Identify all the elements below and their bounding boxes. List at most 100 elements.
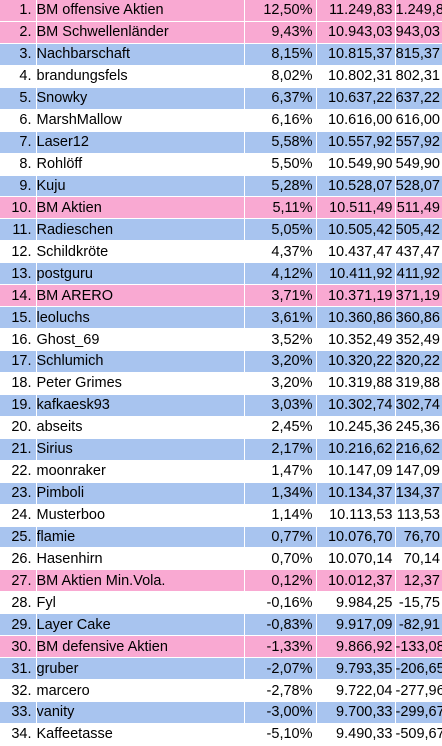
participant-name-cell: BM ARERO bbox=[36, 284, 245, 308]
portfolio-value-cell: 10.557,92 bbox=[316, 131, 396, 154]
participant-name-cell: Peter Grimes bbox=[36, 372, 245, 395]
table-row: 18. Peter Grimes 3,20% 10.319,88 319,88 bbox=[0, 372, 442, 395]
table-row: 25. flamie 0,77% 10.076,70 76,70 bbox=[0, 526, 442, 549]
performance-percent-cell: 5,11% bbox=[244, 196, 317, 220]
performance-percent-cell: 3,71% bbox=[244, 284, 317, 308]
gain-loss-cell: -206,65 bbox=[395, 657, 442, 681]
performance-percent-cell: 3,20% bbox=[244, 372, 317, 395]
rank-cell: 22. bbox=[0, 460, 37, 483]
gain-loss-cell: 549,90 bbox=[395, 153, 442, 176]
portfolio-value-cell: 9.722,04 bbox=[316, 679, 396, 702]
rank-cell: 21. bbox=[0, 438, 37, 461]
portfolio-value-cell: 10.070,14 bbox=[316, 547, 396, 571]
portfolio-value-cell: 10.616,00 bbox=[316, 109, 396, 132]
performance-percent-cell: -3,00% bbox=[244, 701, 317, 724]
portfolio-value-cell: 9.984,25 bbox=[316, 591, 396, 615]
table-row: 12. Schildkröte 4,37% 10.437,47 437,47 bbox=[0, 240, 442, 264]
rank-cell: 5. bbox=[0, 87, 37, 110]
table-row: 11. Radieschen 5,05% 10.505,42 505,42 bbox=[0, 218, 442, 242]
portfolio-value-cell: 10.511,49 bbox=[316, 196, 396, 220]
gain-loss-cell: 147,09 bbox=[395, 460, 442, 483]
table-row: 33. vanity -3,00% 9.700,33 -299,67 bbox=[0, 701, 442, 724]
participant-name-cell: MarshMallow bbox=[36, 109, 245, 132]
table-row: 6. MarshMallow 6,16% 10.616,00 616,00 bbox=[0, 109, 442, 132]
portfolio-value-cell: 10.549,90 bbox=[316, 153, 396, 176]
portfolio-value-cell: 10.360,86 bbox=[316, 306, 396, 330]
portfolio-value-cell: 10.076,70 bbox=[316, 526, 396, 549]
portfolio-value-cell: 10.113,53 bbox=[316, 504, 396, 527]
rank-cell: 30. bbox=[0, 635, 37, 659]
participant-name-cell: Fyl bbox=[36, 591, 245, 615]
performance-percent-cell: -0,16% bbox=[244, 591, 317, 615]
participant-name-cell: Kuju bbox=[36, 175, 245, 198]
performance-percent-cell: 9,43% bbox=[244, 21, 317, 44]
performance-percent-cell: 2,17% bbox=[244, 438, 317, 461]
gain-loss-cell: 352,49 bbox=[395, 328, 442, 351]
rank-cell: 3. bbox=[0, 43, 37, 66]
performance-percent-cell: 5,58% bbox=[244, 131, 317, 154]
participant-name-cell: Hasenhirn bbox=[36, 547, 245, 571]
table-row: 13. postguru 4,12% 10.411,92 411,92 bbox=[0, 262, 442, 286]
rank-cell: 10. bbox=[0, 196, 37, 220]
gain-loss-cell: 528,07 bbox=[395, 175, 442, 198]
rank-cell: 9. bbox=[0, 175, 37, 198]
rank-cell: 25. bbox=[0, 526, 37, 549]
portfolio-value-cell: 10.528,07 bbox=[316, 175, 396, 198]
rank-cell: 32. bbox=[0, 679, 37, 702]
rank-cell: 19. bbox=[0, 394, 37, 417]
performance-percent-cell: 3,61% bbox=[244, 306, 317, 330]
portfolio-value-cell: 10.319,88 bbox=[316, 372, 396, 395]
performance-percent-cell: 0,70% bbox=[244, 547, 317, 571]
participant-name-cell: BM defensive Aktien bbox=[36, 635, 245, 659]
portfolio-value-cell: 10.802,31 bbox=[316, 65, 396, 88]
portfolio-value-cell: 10.134,37 bbox=[316, 482, 396, 505]
table-row: 31. gruber -2,07% 9.793,35 -206,65 bbox=[0, 657, 442, 681]
gain-loss-cell: 943,03 bbox=[395, 21, 442, 44]
table-row: 17. Schlumich 3,20% 10.320,22 320,22 bbox=[0, 350, 442, 373]
gain-loss-cell: 637,22 bbox=[395, 87, 442, 110]
participant-name-cell: vanity bbox=[36, 701, 245, 724]
table-row: 14. BM ARERO 3,71% 10.371,19 371,19 bbox=[0, 284, 442, 308]
gain-loss-cell: 320,22 bbox=[395, 350, 442, 373]
performance-percent-cell: 12,50% bbox=[244, 0, 317, 22]
portfolio-value-cell: 10.216,62 bbox=[316, 438, 396, 461]
participant-name-cell: BM Aktien bbox=[36, 196, 245, 220]
participant-name-cell: Kaffeetasse bbox=[36, 723, 245, 746]
table-row: 4. brandungsfels 8,02% 10.802,31 802,31 bbox=[0, 65, 442, 88]
participant-name-cell: leoluchs bbox=[36, 306, 245, 330]
rank-cell: 4. bbox=[0, 65, 37, 88]
rank-cell: 27. bbox=[0, 569, 37, 593]
rank-cell: 7. bbox=[0, 131, 37, 154]
participant-name-cell: Pimboli bbox=[36, 482, 245, 505]
gain-loss-cell: 802,31 bbox=[395, 65, 442, 88]
gain-loss-cell: 113,53 bbox=[395, 504, 442, 527]
table-row: 15. leoluchs 3,61% 10.360,86 360,86 bbox=[0, 306, 442, 330]
performance-percent-cell: 5,28% bbox=[244, 175, 317, 198]
participant-name-cell: postguru bbox=[36, 262, 245, 286]
participant-name-cell: Musterboo bbox=[36, 504, 245, 527]
portfolio-value-cell: 10.815,37 bbox=[316, 43, 396, 66]
table-row: 21. Sirius 2,17% 10.216,62 216,62 bbox=[0, 438, 442, 461]
portfolio-value-cell: 10.637,22 bbox=[316, 87, 396, 110]
table-row: 23. Pimboli 1,34% 10.134,37 134,37 bbox=[0, 482, 442, 505]
portfolio-value-cell: 10.245,36 bbox=[316, 416, 396, 439]
rank-cell: 24. bbox=[0, 504, 37, 527]
performance-percent-cell: -2,78% bbox=[244, 679, 317, 702]
rank-cell: 13. bbox=[0, 262, 37, 286]
participant-name-cell: Radieschen bbox=[36, 218, 245, 242]
table-row: 5. Snowky 6,37% 10.637,22 637,22 bbox=[0, 87, 442, 110]
performance-percent-cell: 5,05% bbox=[244, 218, 317, 242]
gain-loss-cell: 371,19 bbox=[395, 284, 442, 308]
gain-loss-cell: 411,92 bbox=[395, 262, 442, 286]
gain-loss-cell: -299,67 bbox=[395, 701, 442, 724]
gain-loss-cell: 12,37 bbox=[395, 569, 442, 593]
gain-loss-cell: 216,62 bbox=[395, 438, 442, 461]
rank-cell: 16. bbox=[0, 328, 37, 351]
gain-loss-cell: 70,14 bbox=[395, 547, 442, 571]
participant-name-cell: Nachbarschaft bbox=[36, 43, 245, 66]
portfolio-value-cell: 9.917,09 bbox=[316, 613, 396, 637]
performance-percent-cell: 8,15% bbox=[244, 43, 317, 66]
performance-percent-cell: 6,37% bbox=[244, 87, 317, 110]
gain-loss-cell: -82,91 bbox=[395, 613, 442, 637]
